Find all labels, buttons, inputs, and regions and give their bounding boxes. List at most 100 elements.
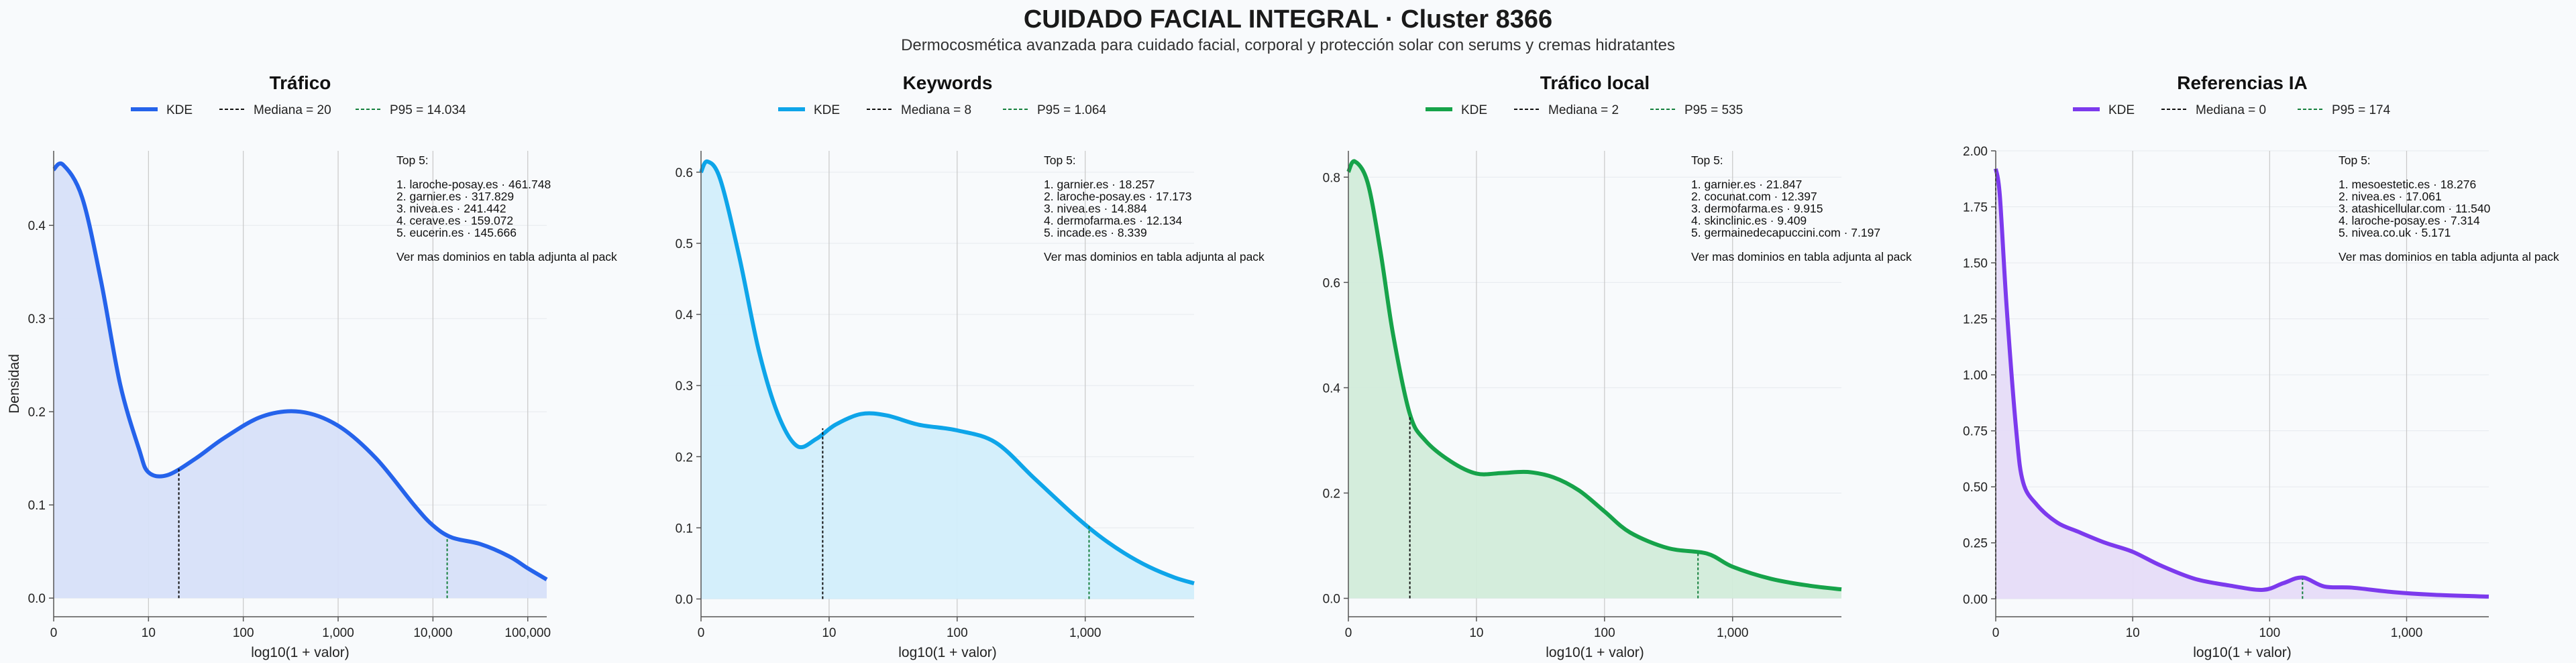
x-tick-label: 0 <box>50 626 58 640</box>
kde-line <box>699 159 1195 586</box>
kde-area <box>54 163 547 599</box>
top5-heading: Top 5: <box>1044 154 1076 167</box>
legend-kde-label: KDE <box>2108 103 2135 117</box>
y-tick-label: 0.75 <box>1963 425 1988 439</box>
y-tick-label: 0.1 <box>676 522 693 536</box>
y-tick-label: 0.4 <box>28 219 46 233</box>
top5-line: 5. nivea.co.uk · 5.171 <box>2339 226 2451 239</box>
legend-median-label: Mediana = 8 <box>901 103 971 117</box>
y-tick-label: 0.8 <box>1323 171 1340 185</box>
panel-title: Tráfico local <box>1540 72 1650 93</box>
page-subtitle: Dermocosmética avanzada para cuidado fac… <box>901 36 1675 54</box>
x-tick-label: 1,000 <box>2391 626 2423 640</box>
legend-median-label: Mediana = 20 <box>254 103 331 117</box>
top5-line: 4. cerave.es · 159.072 <box>396 214 513 227</box>
x-tick-label: 10 <box>1469 626 1483 640</box>
top5-line: Ver mas dominios en tabla adjunta al pac… <box>1044 250 1265 263</box>
panel-title: Referencias IA <box>2177 72 2308 93</box>
top5-line: 4. skinclinic.es · 9.409 <box>1691 214 1807 227</box>
chart-panel-1: Tráfico KDE Mediana = 20 P95 = 14.034 0.0 0.1… <box>7 72 617 660</box>
y-tick-label: 0.3 <box>676 379 693 394</box>
y-tick-label: 0.2 <box>676 450 693 465</box>
chart-panel-2: Keywords KDE Mediana = 8 P95 = 1.064 0.0 0.1 0… <box>676 72 1265 660</box>
y-tick-label: 0.6 <box>676 166 693 180</box>
x-tick-label: 10 <box>2126 626 2140 640</box>
top5-line: 5. germainedecapuccini.com · 7.197 <box>1691 226 1880 239</box>
chart-panel-4: Referencias IA KDE Mediana = 0 P95 = 174 0.0… <box>1963 72 2559 660</box>
y-tick-label: 0.50 <box>1963 481 1988 495</box>
y-tick-label: 0.0 <box>28 592 46 606</box>
y-tick-label: 0.5 <box>676 237 693 251</box>
legend-p95-label: P95 = 174 <box>2332 103 2391 117</box>
y-tick-label: 0.25 <box>1963 537 1988 551</box>
x-tick-label: 100 <box>947 626 968 640</box>
panel-title: Tráfico <box>270 72 331 93</box>
legend-p95-label: P95 = 14.034 <box>390 103 466 117</box>
legend-kde-label: KDE <box>166 103 193 117</box>
top5-line: Ver mas dominios en tabla adjunta al pac… <box>396 250 617 263</box>
top5-line: 4. laroche-posay.es · 7.314 <box>2339 214 2480 227</box>
kde-line <box>1346 159 1842 592</box>
y-tick-label: 0.6 <box>1323 276 1340 290</box>
top5-line: 2. nivea.es · 17.061 <box>2339 190 2442 203</box>
y-tick-label: 1.50 <box>1963 257 1988 271</box>
x-axis-label: log10(1 + valor) <box>251 645 350 660</box>
top5-line: 1. garnier.es · 18.257 <box>1044 178 1155 191</box>
kde-area <box>1996 168 2489 599</box>
legend-median-label: Mediana = 2 <box>1548 103 1619 117</box>
y-tick-label: 0.3 <box>28 312 46 326</box>
legend-kde-label: KDE <box>814 103 840 117</box>
panel-title: Keywords <box>903 72 993 93</box>
x-tick-label: 1,000 <box>1717 626 1749 640</box>
y-tick-label: 0.0 <box>676 593 693 607</box>
y-tick-label: 0.4 <box>676 308 694 322</box>
x-tick-label: 100 <box>1594 626 1615 640</box>
x-tick-label: 100 <box>2259 626 2280 640</box>
top5-heading: Top 5: <box>1691 154 1723 167</box>
y-tick-label: 1.25 <box>1963 313 1988 327</box>
page-title: CUIDADO FACIAL INTEGRAL · Cluster 8366 <box>1023 5 1553 34</box>
x-tick-label: 0 <box>698 626 705 640</box>
top5-line: 3. nivea.es · 241.442 <box>396 202 506 215</box>
legend-p95-label: P95 = 1.064 <box>1037 103 1106 117</box>
y-tick-label: 2.00 <box>1963 145 1988 159</box>
top5-line: Ver mas dominios en tabla adjunta al pac… <box>1691 250 1912 263</box>
x-tick-label: 10,000 <box>413 626 452 640</box>
x-tick-label: 0 <box>1992 626 2000 640</box>
y-tick-label: 0.1 <box>28 499 46 513</box>
top5-line: Ver mas dominios en tabla adjunta al pac… <box>2339 250 2559 263</box>
y-tick-label: 1.75 <box>1963 201 1988 215</box>
top5-heading: Top 5: <box>2339 154 2371 167</box>
top5-line: 1. mesoestetic.es · 18.276 <box>2339 178 2476 191</box>
y-tick-label: 0.00 <box>1963 593 1988 607</box>
kde-line <box>52 161 548 581</box>
x-tick-label: 0 <box>1345 626 1352 640</box>
top5-line: 3. nivea.es · 14.884 <box>1044 202 1147 215</box>
top5-line: 1. laroche-posay.es · 461.748 <box>396 178 551 191</box>
y-tick-label: 1.00 <box>1963 369 1988 383</box>
kde-area <box>701 161 1194 599</box>
top5-line: 2. laroche-posay.es · 17.173 <box>1044 190 1192 203</box>
legend-median-label: Mediana = 0 <box>2196 103 2266 117</box>
x-tick-label: 100,000 <box>504 626 551 640</box>
legend-kde-label: KDE <box>1461 103 1487 117</box>
x-axis-label: log10(1 + valor) <box>2193 645 2292 660</box>
top5-line: 3. atashicellular.com · 11.540 <box>2339 202 2491 215</box>
top5-line: 2. cocunat.com · 12.397 <box>1691 190 1817 203</box>
chart-panel-3: Tráfico local KDE Mediana = 2 P95 = 535 0.0 0… <box>1323 72 1912 660</box>
x-tick-label: 10 <box>822 626 836 640</box>
y-tick-label: 0.0 <box>1323 593 1340 607</box>
y-tick-label: 0.2 <box>28 406 46 420</box>
top5-line: 2. garnier.es · 317.829 <box>396 190 514 203</box>
top5-line: 3. dermofarma.es · 9.915 <box>1691 202 1823 215</box>
legend-p95-label: P95 = 535 <box>1684 103 1743 117</box>
y-axis-label: Densidad <box>7 354 22 414</box>
top5-line: 5. incade.es · 8.339 <box>1044 226 1147 239</box>
x-tick-label: 100 <box>233 626 254 640</box>
x-axis-label: log10(1 + valor) <box>1546 645 1644 660</box>
top5-line: 1. garnier.es · 21.847 <box>1691 178 1802 191</box>
top5-heading: Top 5: <box>396 154 429 167</box>
y-tick-label: 0.4 <box>1323 381 1341 396</box>
kde-line <box>1994 168 2489 599</box>
